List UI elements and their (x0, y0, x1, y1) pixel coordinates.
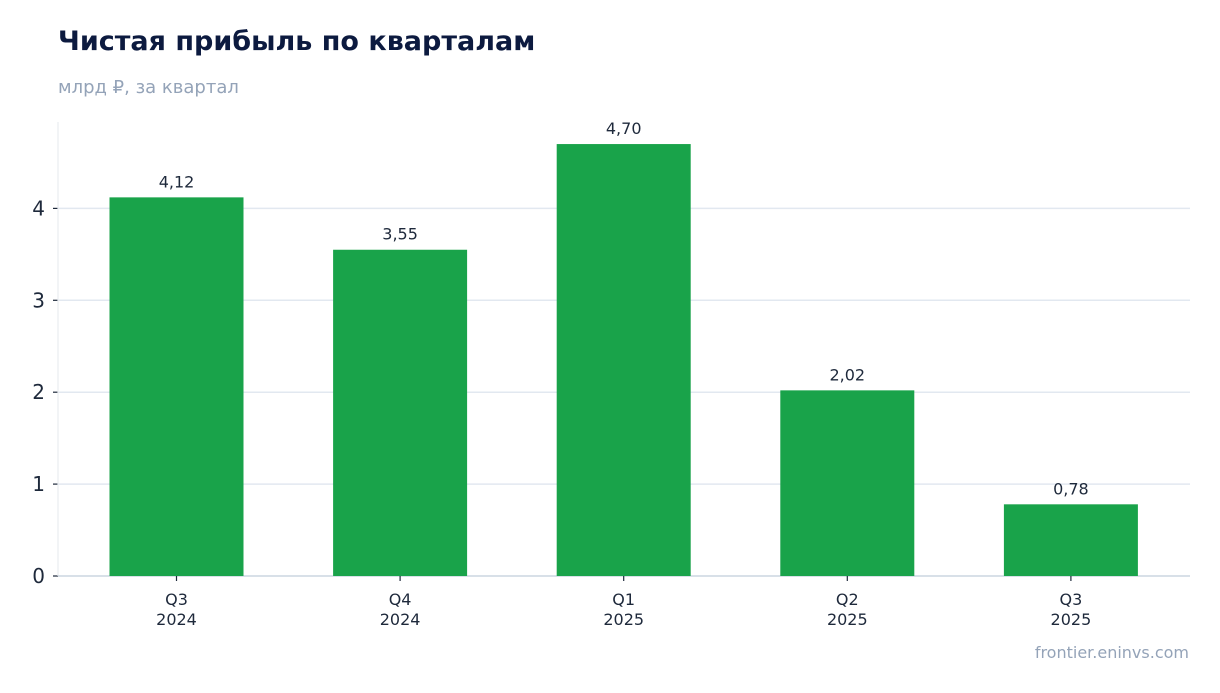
labels: 012344,12Q320243,55Q420244,70Q120252,02Q… (32, 119, 1091, 629)
bar[interactable] (556, 144, 691, 576)
y-tick-label: 0 (32, 564, 45, 588)
x-tick-label-quarter: Q3 (1060, 590, 1083, 609)
bar-value-label: 0,78 (1053, 479, 1089, 498)
bar-value-label: 4,12 (159, 172, 195, 191)
x-tick-label-quarter: Q2 (836, 590, 859, 609)
x-tick-label-year: 2025 (603, 610, 644, 629)
page-subtitle: млрд ₽, за квартал (58, 77, 239, 98)
bar[interactable] (333, 249, 468, 576)
page-title: Чистая прибыль по кварталам (58, 26, 536, 57)
y-tick-label: 1 (32, 472, 45, 496)
x-tick-label-year: 2025 (827, 610, 868, 629)
source-footer[interactable]: frontier.eninvs.com (1034, 643, 1189, 662)
bar-value-label: 3,55 (382, 225, 418, 244)
y-tick-label: 4 (32, 196, 45, 220)
x-tick-label-year: 2024 (380, 610, 421, 629)
bar-value-label: 2,02 (829, 365, 865, 384)
bar[interactable] (1003, 504, 1138, 576)
x-tick-label-quarter: Q1 (612, 590, 635, 609)
bar[interactable] (780, 390, 915, 576)
x-tick-label-year: 2024 (156, 610, 197, 629)
x-tick-label-quarter: Q4 (389, 590, 412, 609)
bar-value-label: 4,70 (606, 119, 642, 138)
bars (109, 144, 1138, 576)
y-tick-label: 3 (32, 288, 45, 312)
x-tick-label-year: 2025 (1051, 610, 1092, 629)
bar[interactable] (109, 197, 244, 576)
y-tick-label: 2 (32, 380, 45, 404)
x-tick-label-quarter: Q3 (165, 590, 188, 609)
